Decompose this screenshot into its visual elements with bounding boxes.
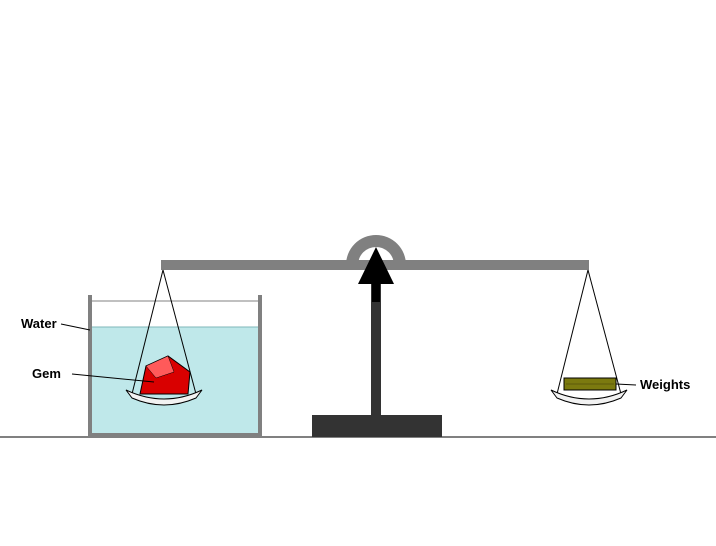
label-weights: Weights xyxy=(640,377,690,392)
background xyxy=(0,0,716,546)
label-gem: Gem xyxy=(32,366,61,381)
label-water: Water xyxy=(21,316,57,331)
scale-base xyxy=(312,415,442,437)
